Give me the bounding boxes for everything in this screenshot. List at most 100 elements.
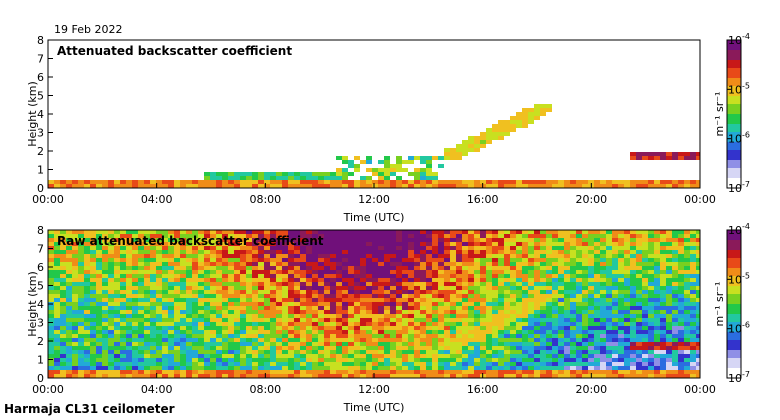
heatmap-cell: [396, 358, 402, 362]
heatmap-cell: [318, 370, 324, 374]
heatmap-cell: [360, 278, 366, 282]
heatmap-cell: [534, 330, 540, 334]
heatmap-cell: [654, 298, 660, 302]
heatmap-cell: [306, 282, 312, 286]
heatmap-cell: [252, 354, 258, 358]
heatmap-cell: [222, 298, 228, 302]
heatmap-cell: [72, 350, 78, 354]
heatmap-cell: [612, 250, 618, 254]
heatmap-cell: [282, 254, 288, 258]
heatmap-cell: [282, 350, 288, 354]
heatmap-cell: [186, 306, 192, 310]
heatmap-cell: [72, 282, 78, 286]
heatmap-cell: [156, 374, 162, 378]
heatmap-cell: [192, 318, 198, 322]
heatmap-cell: [204, 330, 210, 334]
heatmap-cell: [522, 346, 528, 350]
colorbar-tick-exponent: -5: [742, 271, 750, 280]
heatmap-cell: [348, 262, 354, 266]
heatmap-cell: [324, 250, 330, 254]
heatmap-cell: [210, 310, 216, 314]
heatmap-cell: [384, 342, 390, 346]
colorbar-segment: [727, 376, 741, 379]
heatmap-cell: [156, 286, 162, 290]
heatmap-cell: [678, 242, 684, 246]
heatmap-cell: [72, 294, 78, 298]
heatmap-cell: [294, 334, 300, 338]
heatmap-cell: [72, 298, 78, 302]
heatmap-cell: [396, 350, 402, 354]
heatmap-cell: [84, 302, 90, 306]
heatmap-cell: [384, 176, 390, 180]
heatmap-cell: [402, 330, 408, 334]
heatmap-cell: [294, 282, 300, 286]
heatmap-cell: [318, 230, 324, 234]
heatmap-cell: [54, 314, 60, 318]
heatmap-cell: [552, 358, 558, 362]
heatmap-cell: [480, 354, 486, 358]
heatmap-cell: [660, 318, 666, 322]
heatmap-cell: [240, 250, 246, 254]
heatmap-cell: [642, 258, 648, 262]
heatmap-cell: [204, 266, 210, 270]
heatmap-cell: [342, 314, 348, 318]
heatmap-cell: [684, 238, 690, 242]
heatmap-cell: [102, 282, 108, 286]
heatmap-cell: [336, 306, 342, 310]
heatmap-cell: [498, 314, 504, 318]
heatmap-cell: [546, 250, 552, 254]
heatmap-cell: [486, 326, 492, 330]
heatmap-cell: [582, 366, 588, 370]
heatmap-cell: [348, 286, 354, 290]
heatmap-cell: [348, 164, 354, 168]
heatmap-cell: [288, 306, 294, 310]
heatmap-cell: [654, 334, 660, 338]
heatmap-cell: [336, 310, 342, 314]
heatmap-cell: [456, 338, 462, 342]
heatmap-cell: [150, 230, 156, 234]
heatmap-cell: [504, 184, 510, 188]
heatmap-cell: [462, 318, 468, 322]
heatmap-cell: [258, 266, 264, 270]
heatmap-cell: [336, 274, 342, 278]
heatmap-cell: [516, 334, 522, 338]
heatmap-cell: [624, 270, 630, 274]
heatmap-cell: [138, 234, 144, 238]
heatmap-cell: [660, 350, 666, 354]
heatmap-cell: [678, 346, 684, 350]
heatmap-cell: [306, 358, 312, 362]
heatmap-cell: [216, 184, 222, 188]
heatmap-cell: [294, 278, 300, 282]
heatmap-cell: [462, 302, 468, 306]
heatmap-cell: [78, 322, 84, 326]
heatmap-cell: [378, 302, 384, 306]
heatmap-cell: [174, 262, 180, 266]
heatmap-cell: [414, 254, 420, 258]
heatmap-cell: [228, 286, 234, 290]
heatmap-cell: [516, 290, 522, 294]
heatmap-cell: [366, 184, 372, 188]
x-tick-label: 12:00: [358, 383, 390, 396]
heatmap-cell: [528, 318, 534, 322]
heatmap-cell: [636, 254, 642, 258]
heatmap-cell: [624, 334, 630, 338]
heatmap-cell: [534, 250, 540, 254]
heatmap-cell: [516, 116, 522, 120]
heatmap-cell: [480, 366, 486, 370]
heatmap-cell: [594, 254, 600, 258]
heatmap-cell: [300, 274, 306, 278]
colorbar-segment: [727, 96, 741, 99]
heatmap-cell: [306, 230, 312, 234]
heatmap-cell: [486, 140, 492, 144]
heatmap-cells-raw: [48, 230, 700, 378]
heatmap-cell: [162, 322, 168, 326]
heatmap-cell: [582, 306, 588, 310]
heatmap-cell: [48, 330, 54, 334]
heatmap-cell: [354, 314, 360, 318]
heatmap-cell: [474, 258, 480, 262]
heatmap-cell: [438, 362, 444, 366]
heatmap-cell: [522, 294, 528, 298]
heatmap-cell: [486, 278, 492, 282]
heatmap-cell: [690, 370, 696, 374]
heatmap-cell: [204, 362, 210, 366]
